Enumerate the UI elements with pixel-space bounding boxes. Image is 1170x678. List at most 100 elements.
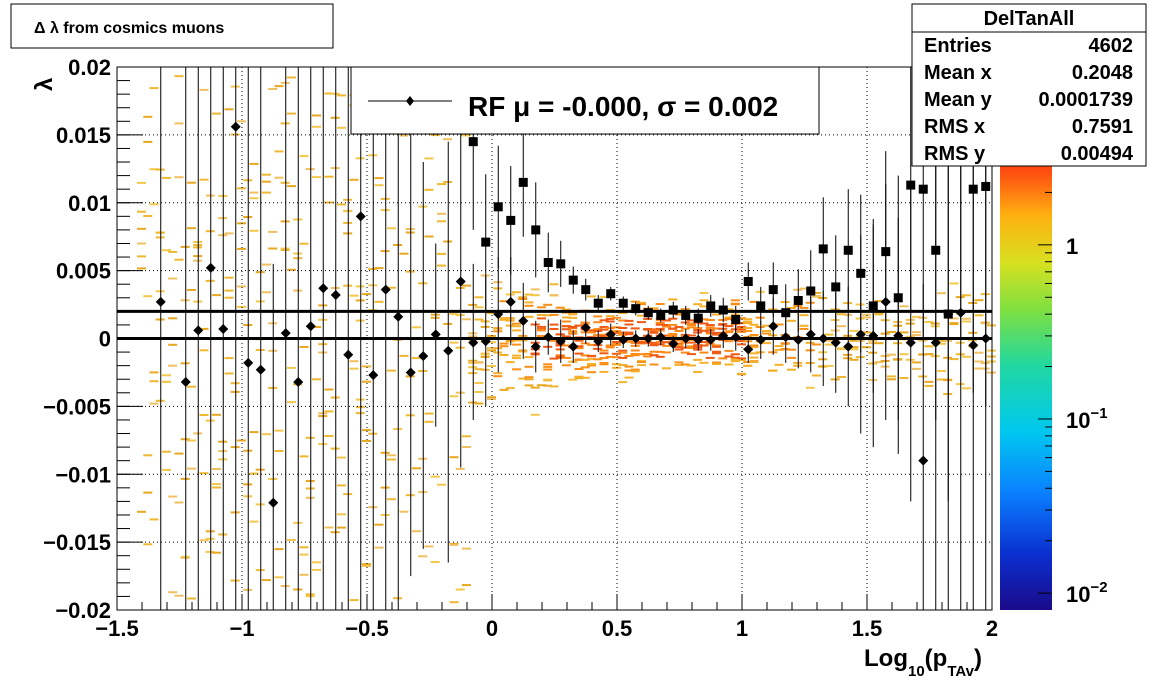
histogram-cell <box>405 414 415 417</box>
histogram-cell <box>630 349 640 352</box>
histogram-cell <box>330 167 340 170</box>
histogram-cell <box>687 319 696 322</box>
histogram-cell <box>193 259 203 262</box>
histogram-cell <box>443 138 453 141</box>
histogram-cell <box>687 341 696 344</box>
histogram-cell <box>868 342 878 345</box>
histogram-cell <box>712 313 721 316</box>
histogram-cell <box>655 343 665 346</box>
histogram-cell <box>424 188 434 191</box>
histogram-cell <box>530 413 540 416</box>
data-point-diamond <box>493 309 504 320</box>
histogram-cell <box>618 381 628 384</box>
histogram-cell <box>887 375 896 378</box>
histogram-cell <box>712 344 721 347</box>
data-point-diamond <box>280 328 291 339</box>
histogram-cell <box>912 334 921 337</box>
data-point-square <box>818 244 828 254</box>
histogram-cell <box>749 352 759 355</box>
histogram-cell <box>949 317 959 320</box>
histogram-cell <box>905 318 915 321</box>
histogram-cell <box>449 341 459 344</box>
histogram-cell <box>880 360 890 362</box>
data-point-diamond <box>768 321 779 332</box>
histogram-cell <box>705 319 715 321</box>
histogram-cell <box>524 304 534 307</box>
x-tick-label: 0 <box>486 616 498 641</box>
histogram-cell <box>455 467 465 470</box>
histogram-cell <box>562 364 571 367</box>
histogram-cell <box>524 378 534 381</box>
histogram-cell <box>674 348 684 351</box>
histogram-cell <box>599 328 609 331</box>
histogram-cell <box>218 194 228 197</box>
histogram-cell <box>499 388 509 391</box>
histogram-cell <box>705 328 715 331</box>
histogram-cell <box>193 255 203 258</box>
histogram-cell <box>362 429 371 432</box>
data-point-square <box>506 215 516 225</box>
histogram-cell <box>168 364 178 367</box>
histogram-cell <box>943 356 953 359</box>
histogram-cell <box>330 531 340 534</box>
histogram-cell <box>718 357 728 360</box>
histogram-cell <box>818 358 828 361</box>
histogram-cell <box>137 181 146 184</box>
histogram-cell <box>180 438 190 441</box>
histogram-cell <box>580 321 590 324</box>
histogram-cell <box>399 134 409 137</box>
data-point-square <box>743 276 753 286</box>
histogram-cell <box>624 365 634 368</box>
histogram-cell <box>943 393 953 395</box>
histogram-cell <box>312 114 321 117</box>
y-tick-label: −0.005 <box>43 394 111 419</box>
color-scale-tick-label: 1 <box>1066 234 1078 259</box>
histogram-cell <box>693 327 703 329</box>
histogram-cell <box>455 314 465 317</box>
histogram-cell <box>474 402 484 405</box>
histogram-cell <box>243 324 253 326</box>
histogram-cell <box>749 344 759 347</box>
histogram-cell <box>824 333 834 336</box>
histogram-cell <box>562 316 571 319</box>
histogram-cell <box>337 484 346 487</box>
histogram-cell <box>505 319 515 322</box>
histogram-cell <box>949 358 959 361</box>
x-axis-label-open: (p <box>925 645 948 672</box>
histogram-cell <box>249 472 259 475</box>
histogram-cell <box>580 342 590 345</box>
histogram-cell <box>324 435 334 437</box>
histogram-cell <box>655 350 665 353</box>
histogram-cell <box>887 378 896 381</box>
histogram-cell <box>218 458 228 461</box>
y-tick-label: 0.02 <box>68 55 111 80</box>
x-tick-label: 1.5 <box>852 616 883 641</box>
histogram-cell <box>624 376 634 379</box>
histogram-cell <box>749 356 759 359</box>
histogram-cell <box>212 483 221 486</box>
histogram-cell <box>974 367 984 370</box>
data-point-square <box>981 181 991 191</box>
histogram-cell <box>687 347 696 349</box>
histogram-cell <box>899 353 909 356</box>
histogram-cell <box>637 341 646 344</box>
histogram-cell <box>474 361 484 364</box>
data-point-square <box>606 289 616 299</box>
histogram-cell <box>424 420 434 423</box>
histogram-cell <box>555 333 565 336</box>
histogram-cell <box>462 446 471 448</box>
histogram-cell <box>430 313 440 316</box>
histogram-cell <box>305 436 315 439</box>
histogram-cell <box>499 317 509 320</box>
histogram-cell <box>655 323 665 326</box>
histogram-cell <box>299 455 309 458</box>
histogram-cell <box>362 565 371 567</box>
histogram-cell <box>524 301 534 304</box>
histogram-cell <box>849 329 859 332</box>
histogram-cell <box>774 345 784 348</box>
histogram-cell <box>180 299 190 302</box>
histogram-cell <box>543 363 553 366</box>
histogram-cell <box>387 454 396 457</box>
data-point-square <box>643 308 653 318</box>
histogram-cell <box>537 314 546 316</box>
